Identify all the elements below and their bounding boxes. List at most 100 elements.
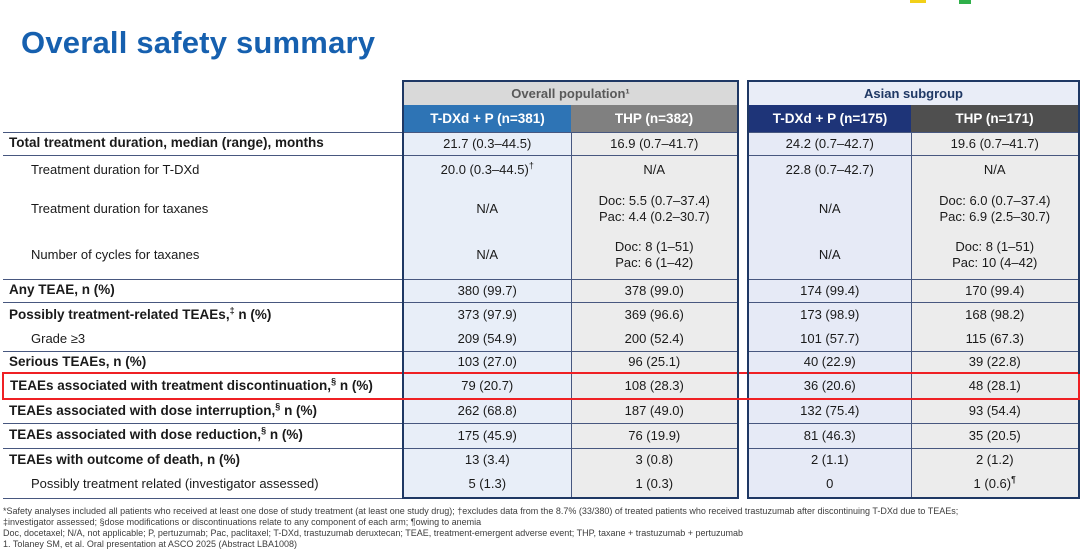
table-row: Grade ≥3 209 (54.9) 200 (52.4) 101 (57.7) 11…	[3, 327, 1080, 351]
footnote-line: 1. Tolaney SM, et al. Oral presentation …	[3, 538, 297, 549]
value-cell: 262 (68.8)	[402, 398, 571, 423]
value-cell: Doc: 5.5 (0.7–37.4) Pac: 4.4 (0.2–30.7)	[570, 185, 739, 232]
table-row: Treatment duration for T-DXd 20.0 (0.3–44…	[3, 154, 1080, 185]
table-row: Number of cycles for taxanes N/A Doc: 8 (1…	[3, 232, 1080, 279]
value-cell: 209 (54.9)	[402, 327, 571, 351]
value-cell: 24.2 (0.7–42.7)	[747, 131, 911, 155]
value-cell: 21.7 (0.3–44.5)	[402, 131, 571, 155]
row-label: TEAEs associated with dose interruption,…	[3, 398, 403, 423]
logo-green-mark-icon	[959, 0, 971, 4]
row-label: Any TEAE, n (%)	[3, 278, 403, 302]
value-cell: 0	[747, 471, 911, 499]
value-cell: 132 (75.4)	[747, 398, 911, 423]
header-blank-cell	[3, 81, 403, 105]
column-gap	[738, 351, 748, 373]
value-cell: 93 (54.4)	[910, 398, 1080, 423]
value-cell: 200 (52.4)	[570, 327, 739, 351]
safety-summary-table: Overall population¹ Asian subgroup T-DXd…	[2, 80, 1080, 499]
value-cell: 175 (45.9)	[402, 422, 571, 448]
value-cell: Doc: 6.0 (0.7–37.4) Pac: 6.9 (2.5–30.7)	[910, 185, 1080, 232]
value-cell: N/A	[747, 232, 911, 279]
footnote-line: *Safety analyses included all patients w…	[3, 506, 959, 516]
column-gap	[738, 399, 748, 423]
value-cell: 35 (20.5)	[910, 422, 1080, 448]
value-cell: 36 (20.6)	[747, 372, 911, 400]
value-cell: 20.0 (0.3–44.5)†	[402, 154, 571, 185]
value-cell: 170 (99.4)	[910, 278, 1080, 302]
column-gap	[738, 105, 748, 132]
table-row: Treatment duration for taxanes N/A Doc: 5.…	[3, 185, 1080, 232]
value-cell: 101 (57.7)	[747, 327, 911, 351]
column-gap	[738, 448, 748, 471]
row-label: Possibly treatment related (investigator…	[3, 471, 403, 499]
value-cell: 40 (22.9)	[747, 350, 911, 373]
value-cell: 373 (97.9)	[402, 301, 571, 327]
table-row: TEAEs with outcome of death, n (%) 13 (3.…	[3, 447, 1080, 471]
value-cell: 187 (49.0)	[570, 398, 739, 423]
value-cell: 16.9 (0.7–41.7)	[570, 131, 739, 155]
value-cell: 19.6 (0.7–41.7)	[910, 131, 1080, 155]
value-cell: 115 (67.3)	[910, 327, 1080, 351]
column-gap	[738, 327, 748, 351]
table-row: Possibly treatment related (investigator…	[3, 471, 1080, 499]
table-row: TEAEs associated with dose reduction,§ n…	[3, 422, 1080, 448]
column-header-tdxd-p-asian: T-DXd + P (n=175)	[747, 105, 911, 132]
value-cell: 5 (1.3)	[402, 471, 571, 499]
value-cell: 48 (28.1)	[910, 372, 1080, 400]
column-header-thp-asian: THP (n=171)	[911, 105, 1080, 132]
column-gap	[738, 279, 748, 302]
value-cell: 76 (19.9)	[570, 422, 739, 448]
footnote-line: Doc, docetaxel; N/A, not applicable; P, …	[3, 527, 744, 538]
column-gap	[738, 155, 748, 185]
row-label: Treatment duration for taxanes	[31, 200, 209, 216]
value-cell: 22.8 (0.7–42.7)	[747, 154, 911, 185]
column-header-tdxd-p-overall: T-DXd + P (n=381)	[402, 105, 571, 132]
column-gap	[738, 471, 748, 498]
value-cell: N/A	[910, 154, 1080, 185]
table-row: Serious TEAEs, n (%) 103 (27.0) 96 (25.1) 4…	[3, 350, 1080, 373]
value-cell: 378 (99.0)	[570, 278, 739, 302]
row-label: TEAEs associated with dose reduction,§ n…	[3, 422, 403, 448]
page-title: Overall safety summary	[21, 24, 376, 60]
group-header-asian-subgroup: Asian subgroup	[746, 80, 1080, 105]
row-label: TEAEs associated with treatment disconti…	[2, 372, 403, 400]
value-cell: 2 (1.2)	[910, 447, 1080, 471]
value-cell: 108 (28.3)	[570, 372, 739, 400]
value-cell: 103 (27.0)	[402, 350, 571, 373]
value-cell: 39 (22.8)	[910, 350, 1080, 373]
value-cell: 369 (96.6)	[570, 301, 739, 327]
value-cell: 13 (3.4)	[402, 447, 571, 471]
row-label: Treatment duration for T-DXd	[3, 154, 403, 185]
row-label: TEAEs with outcome of death, n (%)	[3, 447, 403, 471]
value-cell: Doc: 8 (1–51) Pac: 6 (1–42)	[570, 232, 739, 279]
value-cell: 96 (25.1)	[570, 350, 739, 373]
value-cell: 3 (0.8)	[570, 447, 739, 471]
header-blank-cell	[3, 105, 403, 132]
table-row: Total treatment duration, median (range)…	[3, 131, 1080, 155]
row-label: Possibly treatment-related TEAEs,‡ n (%)	[3, 301, 403, 327]
value-cell: 79 (20.7)	[402, 372, 571, 400]
value-cell: 81 (46.3)	[747, 422, 911, 448]
row-label: Number of cycles for taxanes	[31, 247, 200, 263]
row-label: Serious TEAEs, n (%)	[3, 350, 403, 373]
column-gap	[738, 185, 748, 232]
footnote-line: ‡investigator assessed; §dose modificati…	[3, 516, 482, 527]
value-cell: 173 (98.9)	[747, 301, 911, 327]
value-cell: 174 (99.4)	[747, 278, 911, 302]
value-cell: N/A	[402, 232, 571, 279]
group-header-overall-population: Overall population¹	[402, 80, 739, 105]
value-cell: 2 (1.1)	[747, 447, 911, 471]
value-cell: 1 (0.3)	[570, 471, 739, 499]
column-gap	[738, 81, 748, 105]
table-row: TEAEs associated with dose interruption,…	[3, 398, 1080, 423]
logo-yellow-mark-icon	[910, 0, 926, 3]
value-cell: N/A	[747, 185, 911, 232]
column-gap	[738, 232, 748, 279]
value-cell: N/A	[402, 185, 571, 232]
value-cell: 380 (99.7)	[402, 278, 571, 302]
footnotes: *Safety analyses included all patients w…	[3, 506, 1077, 550]
value-cell: 168 (98.2)	[910, 301, 1080, 327]
table-row: Any TEAE, n (%) 380 (99.7) 378 (99.0) 174 (…	[3, 278, 1080, 302]
column-gap	[738, 302, 748, 327]
